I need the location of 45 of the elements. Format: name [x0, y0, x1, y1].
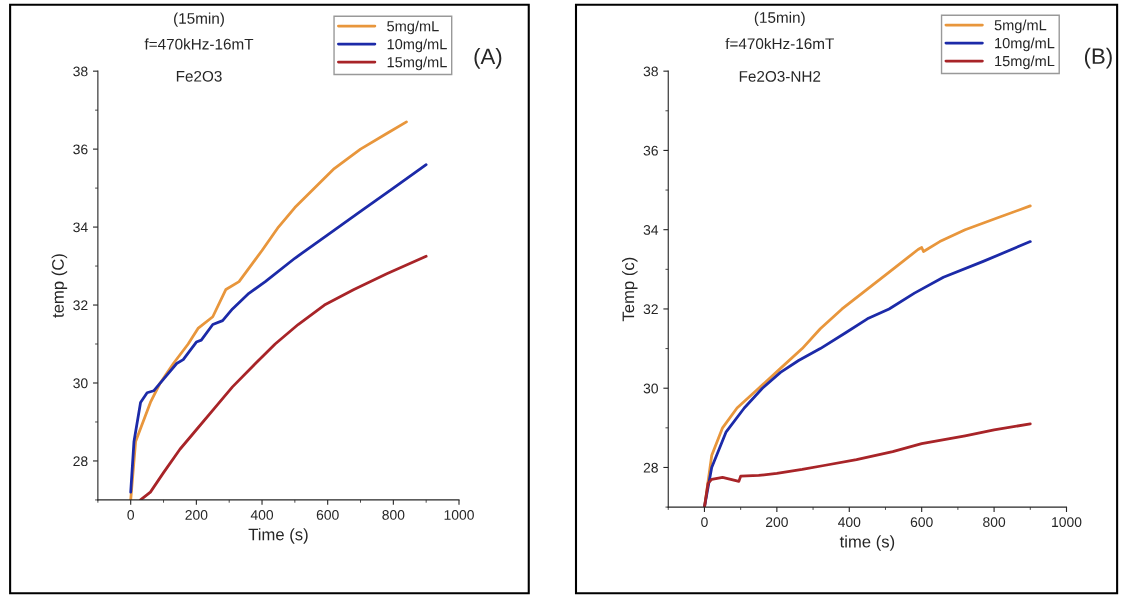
x-tick-label: 400 [250, 510, 274, 520]
y-tick-label: 30 [73, 378, 88, 389]
x-tick-label: 0 [701, 517, 708, 528]
x-tick-label: 600 [316, 510, 339, 520]
y-tick-label: 28 [643, 462, 658, 473]
x-tick-label: 800 [382, 510, 405, 520]
legend-label: 5mg/mL [994, 19, 1047, 34]
annotation: Fe2O3-NH2 [739, 70, 821, 82]
legend-label: 5mg/mL [387, 20, 439, 35]
y-tick-label: 36 [643, 145, 658, 156]
y-tick-label: 32 [643, 304, 658, 315]
text: (15min) [754, 11, 805, 26]
y-tick-label: 38 [73, 66, 88, 77]
x-tick-label: 0 [127, 510, 135, 520]
x-tick-label: 1000 [444, 510, 474, 520]
text: f=470kHz-16mT [144, 38, 254, 50]
text: (15min) [174, 12, 224, 27]
x-tick-label: 200 [765, 517, 788, 528]
line-series [139, 254, 428, 500]
y-tick-label: 36 [73, 144, 88, 155]
y-tick-label: 32 [73, 300, 88, 311]
y-tick-label: 38 [643, 66, 658, 77]
x-tick-label: 1000 [1052, 517, 1082, 528]
x-tick-label: 600 [910, 517, 933, 528]
x-tick-label: 200 [185, 510, 208, 520]
y-axis-title: temp (C) [51, 254, 68, 318]
y-tick-label: 30 [643, 383, 658, 394]
legend-label: 15mg/mL [995, 55, 1055, 70]
line-series [129, 163, 428, 494]
line-series [703, 422, 1032, 508]
legend-label: 15mg/mL [387, 56, 447, 71]
y-tick-label: 28 [73, 456, 88, 467]
x-tick-label: 800 [983, 517, 1006, 528]
legend-label: 10mg/mL [387, 38, 447, 53]
y-axis-title: Temp (c) [621, 257, 638, 322]
legend-label: 10mg/mL [995, 37, 1055, 52]
y-tick-label: 34 [643, 225, 659, 235]
x-axis-title: Time (s) [248, 528, 308, 544]
x-tick-label: 400 [838, 517, 861, 528]
annotation: Fe2O3 [176, 70, 222, 82]
text: (A) [474, 47, 502, 69]
y-tick-label: 34 [73, 222, 88, 233]
x-axis-title: time (s) [839, 535, 895, 551]
text: f=470kHz-16mT [725, 37, 834, 50]
text: (B) [1084, 47, 1112, 69]
